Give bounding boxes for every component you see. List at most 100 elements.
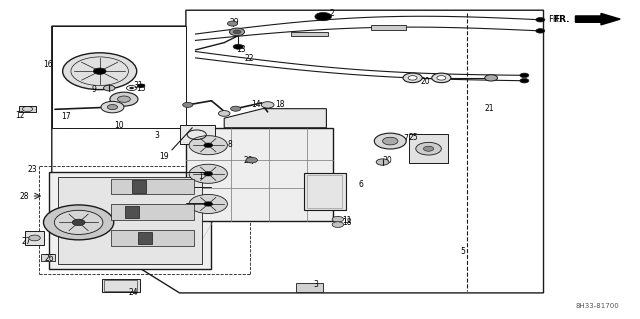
Text: 8: 8 bbox=[227, 140, 232, 149]
Circle shape bbox=[233, 30, 241, 34]
Circle shape bbox=[374, 133, 406, 149]
Circle shape bbox=[520, 78, 529, 83]
Bar bbox=[19, 106, 36, 113]
Text: 1: 1 bbox=[198, 173, 204, 182]
Circle shape bbox=[204, 172, 212, 176]
Bar bbox=[25, 231, 44, 245]
Circle shape bbox=[520, 73, 529, 78]
Circle shape bbox=[229, 28, 244, 36]
Circle shape bbox=[54, 210, 103, 234]
Text: 5: 5 bbox=[461, 247, 465, 256]
Bar bbox=[179, 125, 214, 144]
Text: 18: 18 bbox=[275, 100, 285, 109]
Text: 16: 16 bbox=[44, 60, 53, 69]
Circle shape bbox=[332, 222, 344, 227]
Circle shape bbox=[424, 146, 434, 151]
Text: 11: 11 bbox=[342, 216, 352, 225]
Text: 19: 19 bbox=[159, 152, 169, 161]
Circle shape bbox=[218, 111, 230, 116]
Circle shape bbox=[246, 157, 257, 163]
Circle shape bbox=[315, 12, 332, 21]
Text: 4: 4 bbox=[236, 28, 241, 37]
Circle shape bbox=[437, 76, 446, 80]
Bar bbox=[104, 280, 138, 291]
Bar bbox=[296, 283, 323, 292]
Circle shape bbox=[408, 76, 417, 80]
Circle shape bbox=[536, 18, 545, 22]
Circle shape bbox=[416, 142, 442, 155]
Text: 26: 26 bbox=[44, 254, 54, 263]
Bar bbox=[111, 230, 193, 246]
Circle shape bbox=[110, 92, 138, 106]
Text: 7: 7 bbox=[403, 134, 408, 143]
Bar bbox=[410, 134, 448, 163]
Text: 15: 15 bbox=[136, 85, 146, 93]
Circle shape bbox=[93, 68, 106, 74]
Text: 2: 2 bbox=[330, 9, 334, 18]
Circle shape bbox=[101, 101, 124, 113]
Polygon shape bbox=[186, 128, 333, 221]
Text: 10: 10 bbox=[115, 121, 124, 130]
Bar bbox=[132, 180, 146, 193]
Polygon shape bbox=[575, 13, 620, 25]
Circle shape bbox=[230, 106, 241, 111]
Circle shape bbox=[383, 137, 398, 145]
Text: 3: 3 bbox=[314, 279, 319, 288]
Text: 22: 22 bbox=[244, 54, 254, 63]
Circle shape bbox=[63, 53, 137, 90]
Bar bbox=[307, 175, 342, 208]
Circle shape bbox=[72, 219, 85, 226]
Text: 14: 14 bbox=[252, 100, 261, 109]
Circle shape bbox=[376, 159, 389, 165]
Bar bbox=[111, 179, 193, 195]
Text: 8H33-81700: 8H33-81700 bbox=[575, 303, 619, 309]
Polygon shape bbox=[224, 109, 326, 128]
Circle shape bbox=[189, 164, 227, 183]
Circle shape bbox=[233, 44, 243, 49]
Text: 23: 23 bbox=[28, 165, 37, 174]
Text: 12: 12 bbox=[15, 111, 24, 120]
Text: 9: 9 bbox=[92, 85, 97, 94]
Text: 3: 3 bbox=[154, 131, 159, 140]
Text: 24: 24 bbox=[129, 288, 138, 297]
Circle shape bbox=[432, 73, 451, 83]
Circle shape bbox=[189, 195, 227, 213]
Text: 21: 21 bbox=[484, 104, 494, 113]
Circle shape bbox=[130, 87, 134, 89]
Text: 27: 27 bbox=[21, 237, 31, 246]
Bar bbox=[125, 205, 140, 218]
Circle shape bbox=[108, 105, 118, 110]
Text: FR.: FR. bbox=[553, 15, 570, 24]
Circle shape bbox=[403, 73, 422, 83]
Circle shape bbox=[536, 29, 545, 33]
Circle shape bbox=[332, 216, 344, 222]
Text: 20: 20 bbox=[421, 77, 431, 86]
Circle shape bbox=[138, 84, 145, 88]
Bar bbox=[304, 173, 346, 210]
Text: 25: 25 bbox=[408, 133, 418, 142]
Circle shape bbox=[261, 102, 274, 108]
Circle shape bbox=[189, 136, 227, 155]
Circle shape bbox=[484, 75, 497, 81]
Text: 29: 29 bbox=[229, 19, 239, 27]
Bar bbox=[102, 279, 140, 292]
Circle shape bbox=[182, 102, 193, 108]
Text: FR.: FR. bbox=[548, 15, 561, 24]
Circle shape bbox=[204, 202, 212, 206]
Bar bbox=[138, 232, 152, 244]
Text: 29: 29 bbox=[243, 156, 253, 165]
Text: 28: 28 bbox=[20, 192, 29, 202]
Circle shape bbox=[29, 235, 40, 241]
Text: 31: 31 bbox=[134, 81, 143, 90]
Bar bbox=[111, 204, 193, 220]
Circle shape bbox=[44, 205, 114, 240]
Circle shape bbox=[204, 143, 212, 147]
Bar bbox=[41, 254, 55, 261]
Text: 13: 13 bbox=[236, 45, 245, 55]
Bar bbox=[49, 172, 211, 269]
Text: 17: 17 bbox=[61, 112, 71, 121]
Bar bbox=[371, 26, 406, 30]
Text: 6: 6 bbox=[358, 181, 363, 189]
Text: 18: 18 bbox=[342, 218, 352, 227]
Circle shape bbox=[118, 96, 131, 102]
